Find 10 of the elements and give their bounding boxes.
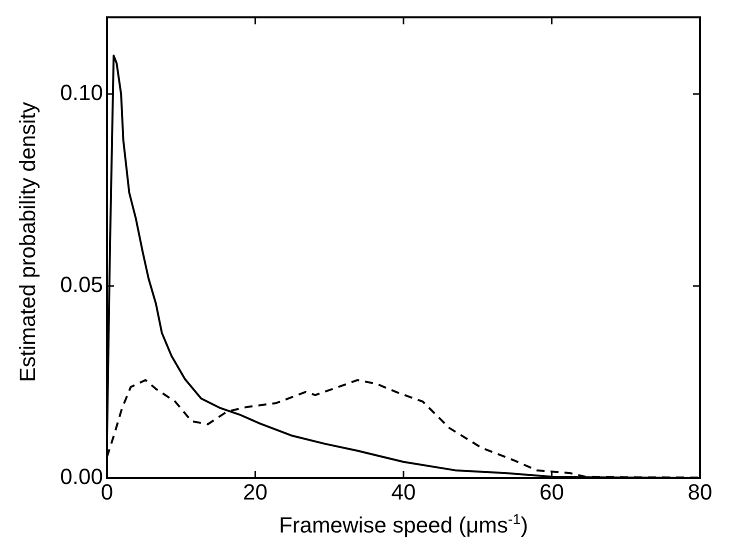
y-tick-label: 0.05 <box>60 272 103 298</box>
x-tick-label: 80 <box>688 479 712 504</box>
x-tick-label: 0 <box>100 479 114 504</box>
y-tick-label: 0.00 <box>60 464 103 490</box>
x-tick-label: 40 <box>391 479 416 504</box>
x-axis-title: Framewise speed (μms$^{-1}$) <box>278 512 530 538</box>
y-tick-label: 0.10 <box>60 80 103 106</box>
y-axis-title: Estimated probability density <box>15 102 41 382</box>
x-tick-label: 60 <box>540 479 564 504</box>
x-tick-label: 20 <box>243 479 268 504</box>
